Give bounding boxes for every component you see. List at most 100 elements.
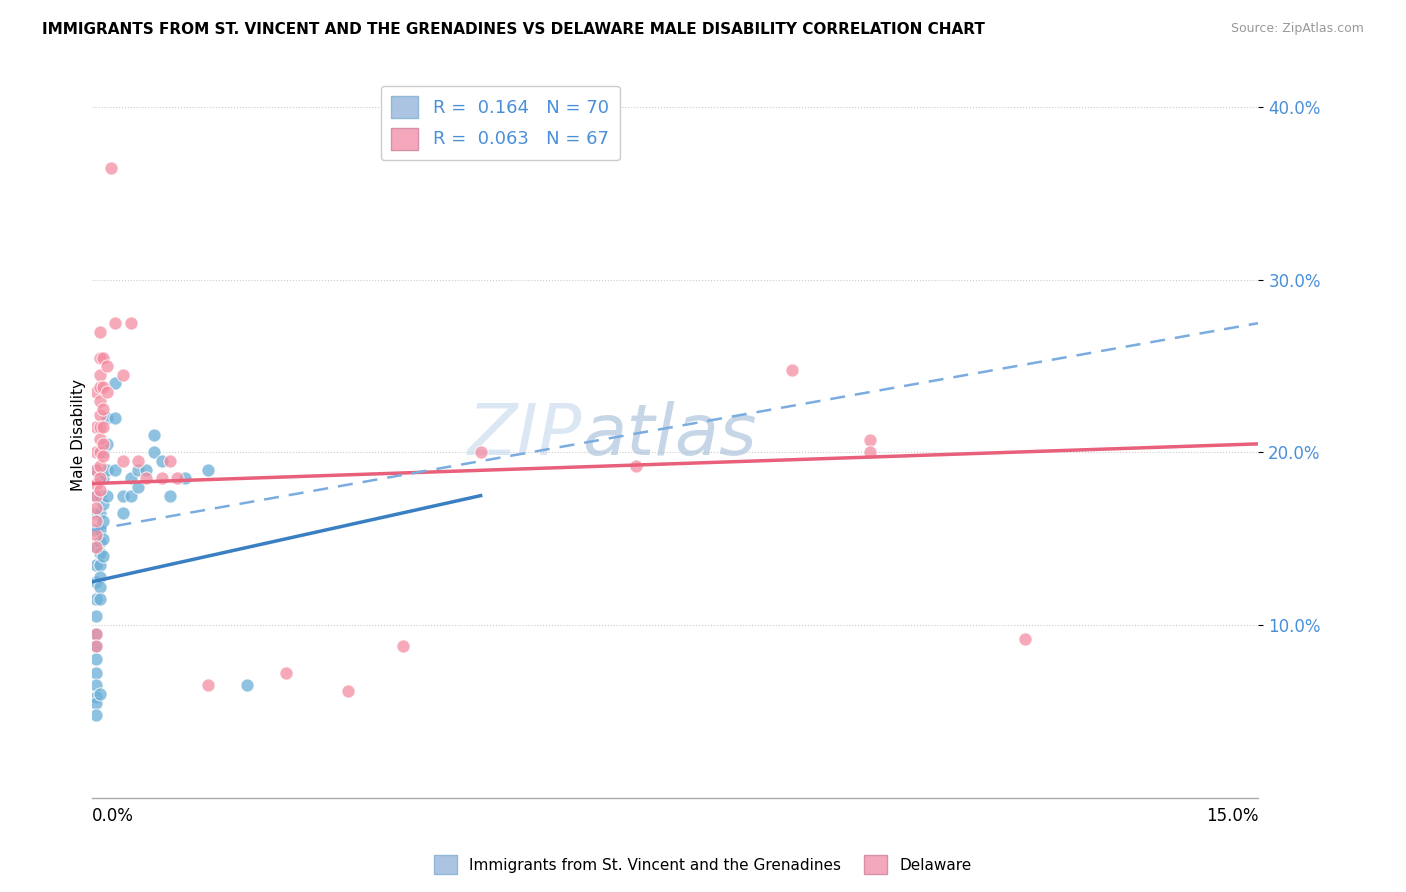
- Point: [84, 489, 107, 503]
- Point: [858, 445, 880, 459]
- Point: [111, 368, 134, 382]
- Point: [89, 325, 111, 339]
- Point: [89, 580, 111, 594]
- Point: [84, 528, 107, 542]
- Point: [135, 471, 157, 485]
- Point: [89, 351, 111, 365]
- Point: [143, 428, 166, 442]
- Point: [89, 523, 111, 537]
- Point: [159, 454, 181, 468]
- Point: [84, 385, 107, 400]
- Point: [96, 359, 118, 374]
- Point: [89, 535, 111, 549]
- Point: [89, 687, 111, 701]
- Point: [84, 652, 107, 666]
- Point: [89, 459, 111, 474]
- Text: atlas: atlas: [582, 401, 756, 470]
- Point: [392, 639, 415, 653]
- Point: [150, 471, 173, 485]
- Point: [150, 454, 173, 468]
- Point: [84, 609, 107, 624]
- Point: [93, 549, 115, 563]
- Point: [93, 532, 115, 546]
- Point: [1014, 632, 1036, 646]
- Point: [197, 463, 219, 477]
- Point: [84, 489, 107, 503]
- Point: [89, 483, 111, 498]
- Point: [111, 489, 134, 503]
- Point: [89, 393, 111, 408]
- Point: [337, 683, 360, 698]
- Point: [84, 639, 107, 653]
- Point: [96, 489, 118, 503]
- Point: [96, 411, 118, 425]
- Point: [89, 471, 111, 485]
- Point: [120, 471, 142, 485]
- Point: [89, 592, 111, 607]
- Point: [127, 454, 149, 468]
- Point: [93, 497, 115, 511]
- Point: [89, 558, 111, 572]
- Point: [84, 707, 107, 722]
- Point: [111, 454, 134, 468]
- Point: [120, 316, 142, 330]
- Point: [84, 476, 107, 491]
- Point: [93, 419, 115, 434]
- Point: [858, 434, 880, 448]
- Point: [84, 690, 107, 705]
- Point: [96, 463, 118, 477]
- Point: [93, 380, 115, 394]
- Point: [143, 445, 166, 459]
- Text: Source: ZipAtlas.com: Source: ZipAtlas.com: [1230, 22, 1364, 36]
- Point: [84, 463, 107, 477]
- Point: [166, 471, 188, 485]
- Legend: Immigrants from St. Vincent and the Grenadines, Delaware: Immigrants from St. Vincent and the Gren…: [429, 849, 977, 880]
- Point: [104, 376, 127, 391]
- Point: [84, 506, 107, 520]
- Text: IMMIGRANTS FROM ST. VINCENT AND THE GRENADINES VS DELAWARE MALE DISABILITY CORRE: IMMIGRANTS FROM ST. VINCENT AND THE GREN…: [42, 22, 986, 37]
- Point: [89, 545, 111, 559]
- Point: [276, 666, 298, 681]
- Point: [84, 463, 107, 477]
- Point: [84, 639, 107, 653]
- Point: [159, 489, 181, 503]
- Point: [93, 515, 115, 529]
- Point: [89, 408, 111, 422]
- Point: [84, 523, 107, 537]
- Point: [89, 432, 111, 446]
- Point: [84, 626, 107, 640]
- Point: [84, 541, 107, 555]
- Point: [89, 419, 111, 434]
- Point: [96, 437, 118, 451]
- Point: [100, 161, 122, 175]
- Point: [84, 500, 107, 515]
- Y-axis label: Male Disability: Male Disability: [72, 379, 86, 491]
- Point: [89, 570, 111, 584]
- Point: [93, 471, 115, 485]
- Point: [174, 471, 197, 485]
- Point: [127, 480, 149, 494]
- Point: [89, 471, 111, 485]
- Point: [104, 411, 127, 425]
- Text: 15.0%: 15.0%: [1206, 806, 1258, 825]
- Point: [89, 506, 111, 520]
- Point: [120, 489, 142, 503]
- Text: 0.0%: 0.0%: [91, 806, 134, 825]
- Point: [104, 316, 127, 330]
- Point: [93, 351, 115, 365]
- Point: [84, 574, 107, 589]
- Point: [197, 678, 219, 692]
- Point: [93, 449, 115, 463]
- Point: [84, 515, 107, 529]
- Point: [96, 385, 118, 400]
- Point: [236, 678, 259, 692]
- Point: [135, 463, 157, 477]
- Point: [84, 558, 107, 572]
- Legend: R =  0.164   N = 70, R =  0.063   N = 67: R = 0.164 N = 70, R = 0.063 N = 67: [381, 86, 620, 161]
- Point: [93, 402, 115, 417]
- Point: [84, 445, 107, 459]
- Point: [93, 445, 115, 459]
- Point: [470, 445, 492, 459]
- Point: [89, 489, 111, 503]
- Point: [84, 419, 107, 434]
